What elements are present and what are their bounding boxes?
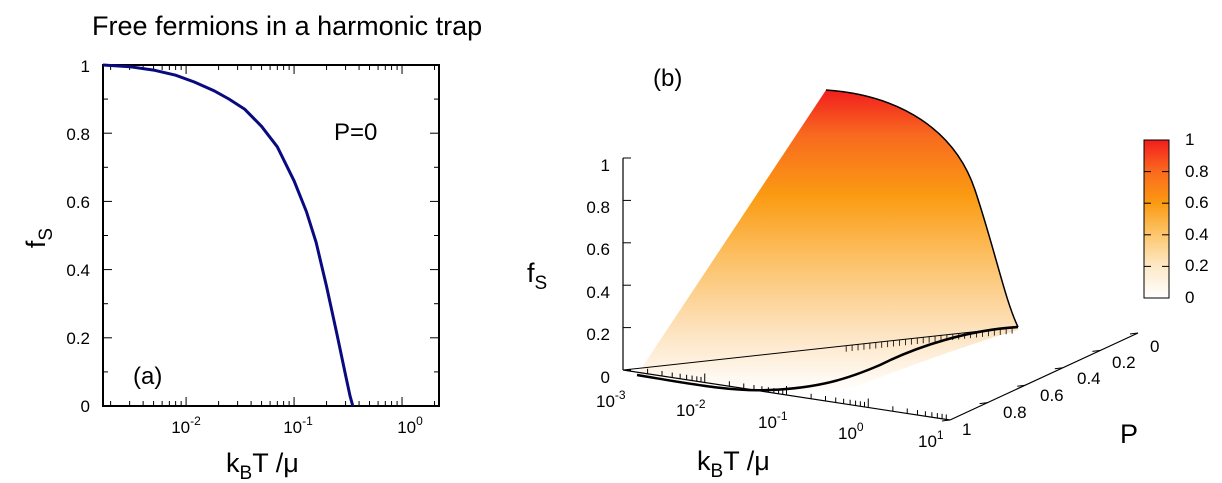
panel-a-label: (a) <box>133 363 162 390</box>
panel-b-p-tick-mark <box>1129 332 1139 335</box>
panel-b-x-tick-2: 10-1 <box>758 409 788 432</box>
panel-b-x-tick-3: 100 <box>838 420 864 443</box>
panel-b-front-curve <box>636 325 1019 392</box>
panel-b-x-tick-end: 101 <box>918 428 944 451</box>
panel-a-plot-frame <box>102 64 440 407</box>
figure-title: Free fermions in a harmonic trap <box>92 11 483 41</box>
panel-b-p-axis <box>949 332 1139 421</box>
panel-b-p-tick-2: 0.6 <box>1040 386 1064 405</box>
panel-b-p-tick-5: 0 <box>1150 337 1159 356</box>
panel-b-z-tick-5: 1 <box>601 156 610 175</box>
panel-a-annotation: P=0 <box>334 119 377 146</box>
panel-b-x-tick-1: 10-2 <box>676 397 706 420</box>
panel-b-z-tick-0: 0 <box>601 368 610 387</box>
panel-b-z-tick-3: 0.6 <box>586 240 610 259</box>
panel-b-z-axis-label: fS <box>527 258 547 294</box>
panel-a-y-tick-5: 1 <box>81 57 90 76</box>
panel-b-x-axis-label: kBT /μ <box>697 446 770 482</box>
panel-a-x-tick-1: 10-1 <box>283 414 313 437</box>
panel-b-p-tick-1: 0.8 <box>1003 403 1027 422</box>
panel-b-p-tick-mark <box>1054 367 1063 370</box>
panel-b-p-tick-mark <box>1017 384 1026 387</box>
panel-a-y-tick-4: 0.8 <box>66 125 90 144</box>
panel-b-ticks <box>622 157 1139 422</box>
panel-b-label: (b) <box>653 65 682 92</box>
panel-a: 0 0.2 0.4 0.6 0.8 1 10-2 10-1 100 P=0 (a… <box>21 57 440 483</box>
panel-b-x-tick-0: 10-3 <box>596 388 626 411</box>
panel-a-y-tick-1: 0.2 <box>66 329 90 348</box>
panel-a-series-line <box>102 63 355 407</box>
panel-a-ticks <box>103 64 439 407</box>
panel-b: (b) 0 0.2 0.4 0.6 0.8 1 10-3 10-2 10-1 1… <box>527 65 1209 482</box>
panel-b-p-tick-0: 1 <box>962 420 971 439</box>
panel-b-p-tick-mark <box>941 419 951 422</box>
colorbar-ticks <box>1144 139 1169 299</box>
colorbar <box>1143 139 1170 299</box>
panel-a-y-axis-label: fS <box>21 228 57 248</box>
panel-b-p-tick-mark <box>979 402 988 405</box>
colorbar-tick-2: 0.4 <box>1185 225 1209 244</box>
panel-b-z-tick-2: 0.4 <box>586 283 610 302</box>
colorbar-tick-1: 0.2 <box>1185 256 1209 275</box>
panel-a-x-tick-0: 10-2 <box>171 414 201 437</box>
panel-a-y-tick-0: 0 <box>81 397 90 416</box>
colorbar-tick-4: 0.8 <box>1185 162 1209 181</box>
panel-b-surface <box>637 90 1018 393</box>
panel-b-z-tick-4: 0.8 <box>586 198 610 217</box>
panel-b-z-tick-1: 0.2 <box>586 325 610 344</box>
panel-a-x-axis-label: kBT /μ <box>226 448 299 483</box>
panel-b-surface-edge <box>825 89 1019 328</box>
panel-a-y-tick-3: 0.6 <box>66 193 90 212</box>
colorbar-tick-3: 0.6 <box>1185 193 1209 212</box>
panel-b-p-axis-label: P <box>1120 419 1138 449</box>
colorbar-tick-5: 1 <box>1185 130 1194 149</box>
panel-b-p-tick-mark <box>1092 349 1101 352</box>
panel-b-back-axis <box>622 326 1019 371</box>
panel-a-y-tick-2: 0.4 <box>66 261 90 280</box>
panel-a-x-tick-2: 100 <box>397 414 423 437</box>
panel-b-p-tick-3: 0.4 <box>1077 369 1101 388</box>
panel-b-p-tick-4: 0.2 <box>1112 353 1136 372</box>
colorbar-tick-0: 0 <box>1185 288 1194 307</box>
